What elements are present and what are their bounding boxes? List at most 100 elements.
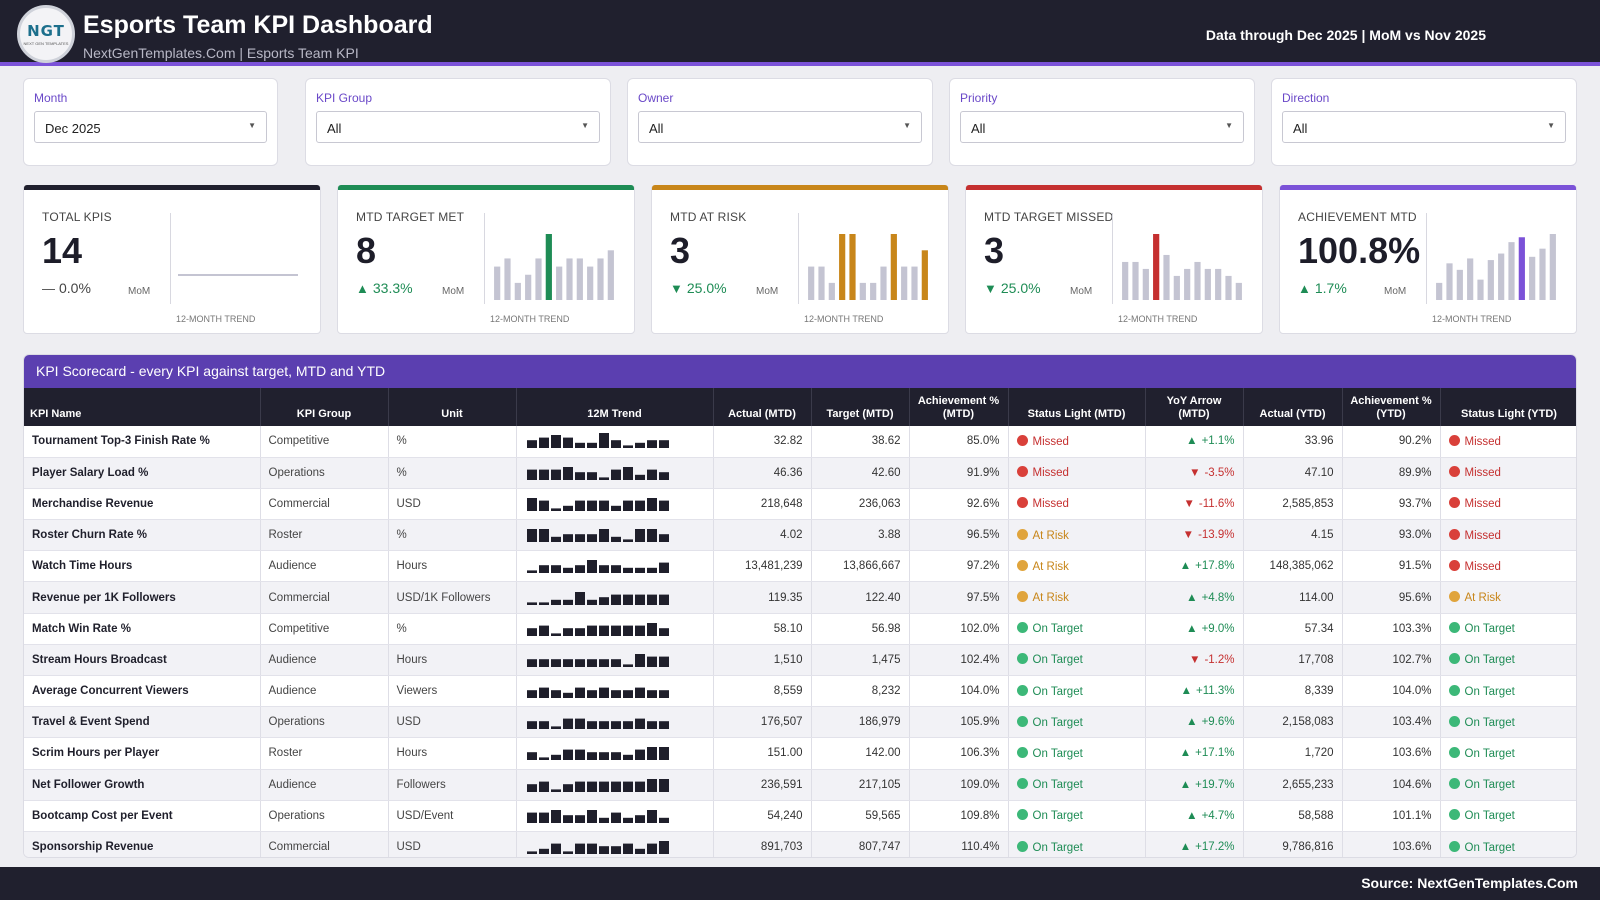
column-header[interactable]: KPI Group [260, 388, 389, 426]
trend-bar [1498, 253, 1505, 300]
trend-bar [586, 560, 597, 574]
trend-bar [1163, 254, 1170, 300]
column-header[interactable]: Achievement % (YTD) [1342, 388, 1441, 426]
trend-bar [610, 812, 621, 823]
actual-ytd-cell: 1,720 [1243, 737, 1343, 770]
arrow-down-icon: ▼ [1189, 653, 1201, 666]
kpi-sparkline [1436, 234, 1556, 300]
trend-bar [550, 809, 561, 823]
column-header[interactable]: Unit [388, 388, 517, 426]
trend-bar [622, 568, 633, 574]
column-header[interactable]: Target (MTD) [811, 388, 910, 426]
direction-select[interactable]: All ▼ [1282, 111, 1566, 143]
trend-bar [658, 562, 669, 574]
table-row[interactable]: Player Salary Load % Operations% 46.36 42.6… [24, 457, 1576, 489]
trend-bar [622, 817, 633, 823]
kpi-label: MTD AT RISK [670, 210, 747, 224]
caret-down-icon: ▼ [1225, 121, 1233, 130]
trend-bar [574, 750, 585, 761]
trend-bar [1173, 275, 1180, 300]
trend-bar [598, 565, 609, 574]
trend-bar [610, 536, 621, 543]
column-header[interactable]: YoY Arrow (MTD) [1145, 388, 1244, 426]
table-row[interactable]: Merchandise Revenue Commercial USD 218,648 2… [24, 488, 1576, 521]
status-text: On Target [1032, 779, 1083, 792]
trend-bar [586, 625, 597, 636]
column-header[interactable]: Actual (YTD) [1243, 388, 1343, 426]
kpi-name-cell: Match Win Rate % [24, 613, 261, 645]
table-row[interactable]: Bootcamp Cost per Event Operations USD/Eve… [24, 800, 1576, 832]
trend-bar [646, 529, 657, 543]
owner-select[interactable]: All ▼ [638, 111, 922, 143]
trend-bar [598, 752, 609, 761]
table-row[interactable]: Travel & Event Spend Operations USD 176,507… [24, 706, 1576, 739]
status-dot-icon [1016, 715, 1028, 727]
column-header[interactable]: 12M Trend [516, 388, 714, 426]
trend-bar [586, 752, 597, 761]
logo-text: NGT [27, 22, 65, 40]
column-header[interactable]: Achievement % (MTD) [909, 388, 1009, 426]
status-mtd-cell: On Target [1008, 800, 1146, 832]
trend-bar [504, 258, 511, 300]
actual-mtd-cell: 8,559 [713, 675, 812, 708]
status-text: Missed [1032, 498, 1069, 511]
table-row[interactable]: Sponsorship Revenue Commercial USD 891,703 8… [24, 831, 1576, 857]
table-row[interactable]: Roster Churn Rate % Roster% 4.02 3.88 96.5% A… [24, 519, 1576, 552]
kpi-group-select[interactable]: All ▼ [316, 111, 600, 143]
status-mtd-cell: Missed [1008, 426, 1146, 458]
column-header[interactable]: KPI Name [24, 388, 261, 426]
trend-bar [839, 234, 846, 300]
trend-bar [859, 282, 866, 300]
status-dot-icon [1448, 715, 1460, 727]
trend-bar [646, 568, 657, 574]
trend-bar [586, 721, 597, 730]
table-row[interactable]: Net Follower Growth Audience Followers 236,… [24, 769, 1576, 801]
arrow-up-icon: ▲ [1180, 685, 1193, 698]
yoy-cell: ▲ +17.8% [1145, 550, 1244, 583]
status-dot-icon [1448, 622, 1460, 634]
status-text: At Risk [1464, 592, 1501, 605]
trend-bar [562, 692, 573, 699]
table-row[interactable]: Scrim Hours per Player Roster Hours 151.00 1… [24, 737, 1576, 770]
table-row[interactable]: Watch Time Hours Audience Hours 13,481,239 1… [24, 550, 1576, 583]
trend-bar [658, 721, 669, 730]
target-mtd-cell: 3.88 [811, 519, 910, 552]
table-row[interactable]: Average Concurrent Viewers Audience Viewer… [24, 675, 1576, 708]
actual-mtd-cell: 151.00 [713, 737, 812, 770]
month-select[interactable]: Dec 2025 ▼ [34, 111, 267, 143]
priority-select[interactable]: All ▼ [960, 111, 1244, 143]
kpi-group-cell: Roster [260, 519, 389, 552]
table-row[interactable]: Tournament Top-3 Finish Rate % Competitiv… [24, 426, 1576, 458]
kpi-mom-label: MoM [756, 286, 779, 297]
kpi-scorecard-panel: KPI Scorecard - every KPI against target… [23, 354, 1577, 858]
yoy-value: +17.8% [1195, 560, 1235, 573]
source-label: Source: NextGenTemplates.Com [1361, 875, 1578, 891]
column-header[interactable]: Status Light (YTD) [1440, 388, 1576, 426]
trend-bar [818, 266, 825, 300]
yoy-value: +9.6% [1201, 716, 1235, 729]
achievement-ytd-cell: 103.3% [1342, 613, 1441, 645]
table-row[interactable]: Stream Hours Broadcast Audience Hours 1,510… [24, 644, 1576, 677]
trend-bar [622, 721, 633, 730]
table-row[interactable]: Revenue per 1K Followers Commercial USD/1K… [24, 581, 1576, 614]
trend-bar [610, 505, 621, 511]
target-mtd-cell: 8,232 [811, 675, 910, 708]
arrow-up-icon: ▲ [1179, 747, 1192, 760]
status-mtd-cell: On Target [1008, 831, 1146, 857]
filter-direction: Direction All ▼ [1271, 78, 1577, 166]
trend-label: 12-MONTH TREND [490, 314, 570, 324]
trend-bar [562, 534, 573, 543]
table-row[interactable]: Match Win Rate % Competitive% 58.10 56.98 10… [24, 613, 1576, 645]
trend-bar [538, 601, 549, 605]
trend-bar [598, 659, 609, 667]
column-header[interactable]: Actual (MTD) [713, 388, 812, 426]
trend-bar [586, 659, 597, 667]
kpi-delta-value: 33.3% [372, 280, 413, 296]
trend-cell [516, 550, 714, 583]
trend-bar [610, 690, 621, 699]
trend-bar [610, 565, 621, 574]
column-header[interactable]: Status Light (MTD) [1008, 388, 1146, 426]
trend-bar [634, 500, 645, 511]
kpi-value: 3 [670, 230, 691, 271]
kpi-label: ACHIEVEMENT MTD [1298, 210, 1417, 224]
